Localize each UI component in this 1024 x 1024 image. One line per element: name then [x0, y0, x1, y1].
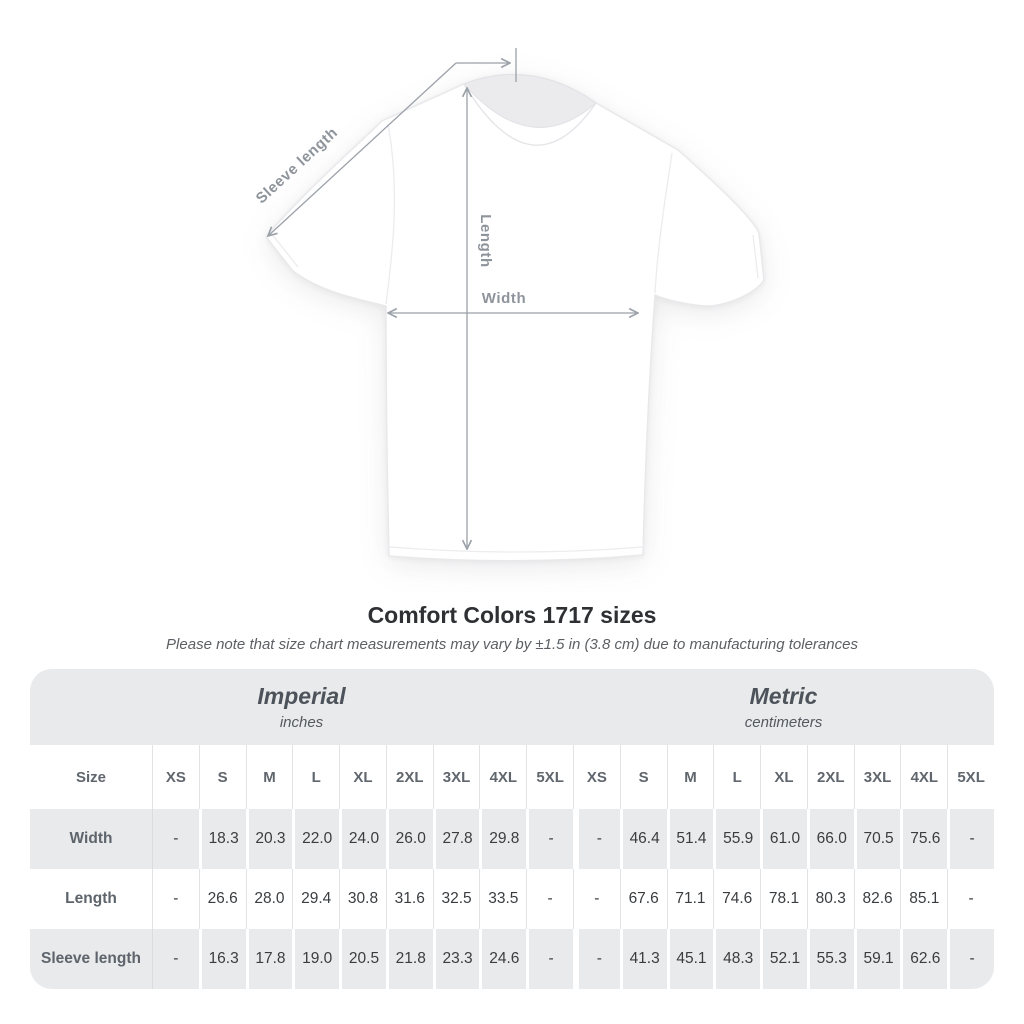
table-cell: 29.8 [479, 809, 527, 869]
table-cell: - [152, 869, 199, 929]
length-label: Length [477, 214, 494, 268]
table-cell: 24.6 [479, 929, 527, 989]
table-cell: 59.1 [853, 929, 901, 989]
width-annotation: Width [388, 290, 638, 313]
row-label-length: Length [30, 869, 152, 929]
tolerance-note: Please note that size chart measurements… [166, 636, 858, 653]
imperial-title: Imperial [257, 683, 346, 710]
imperial-unit: inches [279, 713, 324, 731]
size-col-imperial-xs: XS [152, 745, 199, 809]
size-col-imperial-2xl: 2XL [385, 745, 433, 809]
row-label-width: Width [30, 809, 152, 869]
size-col-imperial-m: M [245, 745, 293, 809]
imperial-section-header: Imperial inches [30, 669, 573, 745]
table-cell: 52.1 [760, 929, 807, 989]
table-cell: 80.3 [806, 869, 854, 929]
table-cell: 16.3 [198, 929, 246, 989]
size-col-imperial-3xl: 3XL [432, 745, 480, 809]
size-col-imperial-s: S [198, 745, 246, 809]
metric-section-header: Metric centimeters [573, 669, 994, 745]
table-cell: 51.4 [666, 809, 714, 869]
table-cell: - [573, 809, 620, 869]
table-cell: 23.3 [432, 929, 480, 989]
table-cell: - [573, 929, 620, 989]
tshirt-illustration [265, 73, 765, 562]
table-cell: - [947, 809, 994, 869]
metric-title: Metric [749, 683, 818, 710]
table-cell: 62.6 [900, 929, 948, 989]
table-cell: 26.0 [385, 809, 433, 869]
table-cell: 30.8 [339, 869, 386, 929]
table-cell: 55.3 [806, 929, 854, 989]
table-cell: 20.3 [245, 809, 293, 869]
page-title: Comfort Colors 1717 sizes [367, 602, 657, 628]
size-col-imperial-l: L [292, 745, 340, 809]
table-cell: 29.4 [292, 869, 340, 929]
table-cell: - [526, 929, 573, 989]
size-col-metric-3xl: 3XL [853, 745, 901, 809]
table-cell: - [573, 869, 620, 929]
table-cell: 18.3 [198, 809, 246, 869]
table-cell: 32.5 [432, 869, 480, 929]
size-col-metric-l: L [713, 745, 761, 809]
table-cell: 85.1 [900, 869, 948, 929]
table-cell: - [947, 869, 994, 929]
size-col-metric-m: M [666, 745, 714, 809]
table-cell: 24.0 [339, 809, 386, 869]
table-cell: 61.0 [760, 809, 807, 869]
table-cell: - [152, 929, 199, 989]
table-cell: 17.8 [245, 929, 293, 989]
size-col-metric-4xl: 4XL [900, 745, 948, 809]
table-cell: 31.6 [385, 869, 433, 929]
size-col-metric-xl: XL [760, 745, 807, 809]
table-cell: 48.3 [713, 929, 761, 989]
size-col-metric-s: S [619, 745, 667, 809]
table-cell: 45.1 [666, 929, 714, 989]
table-cell: - [526, 809, 573, 869]
table-cell: - [947, 929, 994, 989]
length-annotation: Length [467, 88, 494, 549]
table-cell: 20.5 [339, 929, 386, 989]
table-cell: 26.6 [198, 869, 246, 929]
metric-unit: centimeters [744, 713, 823, 731]
table-cell: 78.1 [760, 869, 807, 929]
size-header: Size [30, 745, 152, 809]
size-col-imperial-xl: XL [339, 745, 386, 809]
size-col-metric-xs: XS [573, 745, 620, 809]
size-col-metric-5xl: 5XL [947, 745, 994, 809]
table-cell: 75.6 [900, 809, 948, 869]
table-cell: - [526, 869, 573, 929]
table-cell: 21.8 [385, 929, 433, 989]
table-cell: - [152, 809, 199, 869]
table-cell: 74.6 [713, 869, 761, 929]
table-cell: 67.6 [619, 869, 667, 929]
tshirt-size-diagram: Sleeve length Length Width [253, 48, 765, 562]
table-cell: 46.4 [619, 809, 667, 869]
table-cell: 28.0 [245, 869, 293, 929]
table-cell: 55.9 [713, 809, 761, 869]
table-cell: 41.3 [619, 929, 667, 989]
table-cell: 22.0 [292, 809, 340, 869]
width-label: Width [482, 290, 527, 307]
size-col-metric-2xl: 2XL [806, 745, 854, 809]
row-label-sleeve-length: Sleeve length [30, 929, 152, 989]
table-cell: 70.5 [853, 809, 901, 869]
table-cell: 82.6 [853, 869, 901, 929]
table-cell: 27.8 [432, 809, 480, 869]
size-col-imperial-4xl: 4XL [479, 745, 527, 809]
size-chart-table: Imperial inches Metric centimeters Size … [30, 669, 994, 989]
table-cell: 66.0 [806, 809, 854, 869]
table-cell: 19.0 [292, 929, 340, 989]
table-cell: 33.5 [479, 869, 527, 929]
size-col-imperial-5xl: 5XL [526, 745, 573, 809]
table-cell: 71.1 [666, 869, 714, 929]
